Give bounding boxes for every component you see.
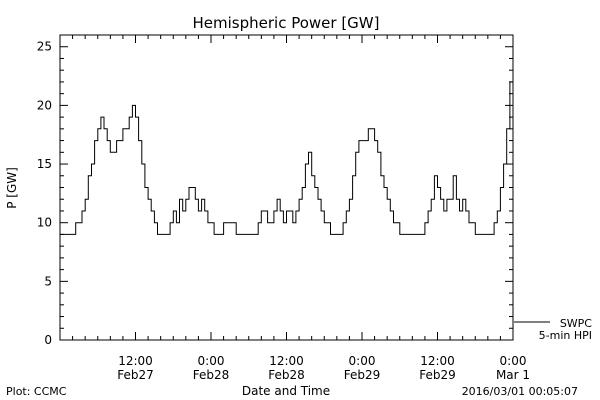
chart-title: Hemispheric Power [GW] bbox=[193, 14, 380, 32]
x-tick-label-time: 0:00 bbox=[349, 354, 376, 368]
legend-swpc: SWPC bbox=[560, 317, 592, 330]
x-tick-label-time: 12:00 bbox=[269, 354, 304, 368]
series-line bbox=[60, 58, 514, 235]
x-axis: 12:00Feb270:00Feb2812:00Feb280:00Feb2912… bbox=[59, 35, 530, 382]
y-axis: 0 5 10 15 20 25 bbox=[37, 34, 513, 347]
x-tick-label-time: 12:00 bbox=[118, 354, 153, 368]
x-tick-label-time: 0:00 bbox=[500, 354, 527, 368]
legend: SWPC 5-min HPI bbox=[514, 317, 592, 342]
y-tick-label: 0 bbox=[44, 333, 52, 347]
plot-frame bbox=[59, 34, 514, 341]
x-tick-label-date: Feb29 bbox=[419, 368, 456, 382]
x-tick-label-date: Feb28 bbox=[193, 368, 230, 382]
x-tick-label-date: Mar 1 bbox=[496, 368, 530, 382]
footer-timestamp: 2016/03/01 00:05:07 bbox=[462, 385, 578, 398]
x-tick-label-date: Feb28 bbox=[268, 368, 305, 382]
y-tick-label: 15 bbox=[37, 157, 52, 171]
x-tick-label-date: Feb29 bbox=[344, 368, 381, 382]
y-tick-label: 5 bbox=[44, 274, 52, 288]
footer-plot-credit: Plot: CCMC bbox=[6, 385, 67, 398]
y-axis-label: P [GW] bbox=[5, 167, 19, 209]
y-tick-label: 20 bbox=[37, 98, 52, 112]
x-axis-label: Date and Time bbox=[242, 384, 330, 398]
y-tick-label: 25 bbox=[37, 40, 52, 54]
legend-hpi: 5-min HPI bbox=[539, 329, 592, 342]
y-tick-label: 10 bbox=[37, 216, 52, 230]
x-tick-label-time: 12:00 bbox=[420, 354, 455, 368]
x-tick-label-time: 0:00 bbox=[198, 354, 225, 368]
x-tick-label-date: Feb27 bbox=[117, 368, 154, 382]
